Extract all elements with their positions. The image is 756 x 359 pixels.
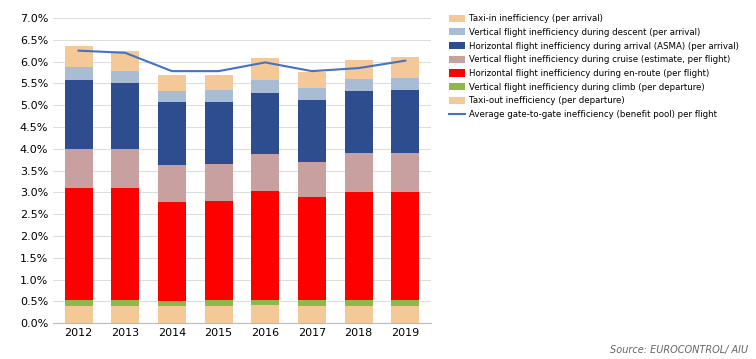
Bar (251, 58, 279, 80)
Bar (345, 300, 373, 306)
Bar (251, 80, 279, 93)
Bar (345, 192, 373, 300)
Bar (64, 306, 92, 323)
Bar (111, 300, 139, 306)
Bar (298, 197, 326, 300)
Legend: Taxi-in inefficiency (per arrival), Vertical flight inefficiency during descent : Taxi-in inefficiency (per arrival), Vert… (447, 11, 742, 122)
Bar (158, 202, 186, 301)
Bar (205, 102, 233, 164)
Bar (64, 80, 92, 149)
Bar (158, 91, 186, 102)
Bar (111, 188, 139, 300)
Bar (298, 100, 326, 162)
Bar (205, 75, 233, 90)
Bar (345, 60, 373, 79)
Bar (345, 79, 373, 91)
Bar (205, 90, 233, 102)
Bar (64, 67, 92, 80)
Bar (64, 188, 92, 300)
Bar (111, 306, 139, 323)
Bar (392, 153, 420, 192)
Bar (392, 90, 420, 153)
Bar (345, 91, 373, 153)
Bar (158, 102, 186, 165)
Text: Source: EUROCONTROL/ AIU: Source: EUROCONTROL/ AIU (610, 345, 748, 355)
Bar (111, 51, 139, 71)
Bar (392, 306, 420, 323)
Bar (158, 165, 186, 202)
Bar (251, 299, 279, 305)
Bar (392, 78, 420, 90)
Bar (345, 153, 373, 192)
Bar (298, 71, 326, 88)
Bar (205, 164, 233, 201)
Bar (64, 149, 92, 188)
Bar (251, 191, 279, 299)
Bar (298, 306, 326, 323)
Bar (298, 300, 326, 306)
Bar (345, 306, 373, 323)
Bar (205, 201, 233, 300)
Bar (205, 306, 233, 323)
Bar (158, 306, 186, 323)
Bar (158, 301, 186, 306)
Bar (298, 88, 326, 100)
Bar (64, 300, 92, 306)
Bar (251, 93, 279, 154)
Bar (205, 300, 233, 306)
Bar (64, 46, 92, 67)
Bar (111, 149, 139, 188)
Bar (392, 192, 420, 300)
Bar (392, 300, 420, 306)
Bar (111, 71, 139, 83)
Bar (392, 57, 420, 78)
Bar (158, 75, 186, 91)
Bar (251, 154, 279, 191)
Bar (111, 83, 139, 149)
Bar (298, 162, 326, 197)
Bar (251, 305, 279, 323)
